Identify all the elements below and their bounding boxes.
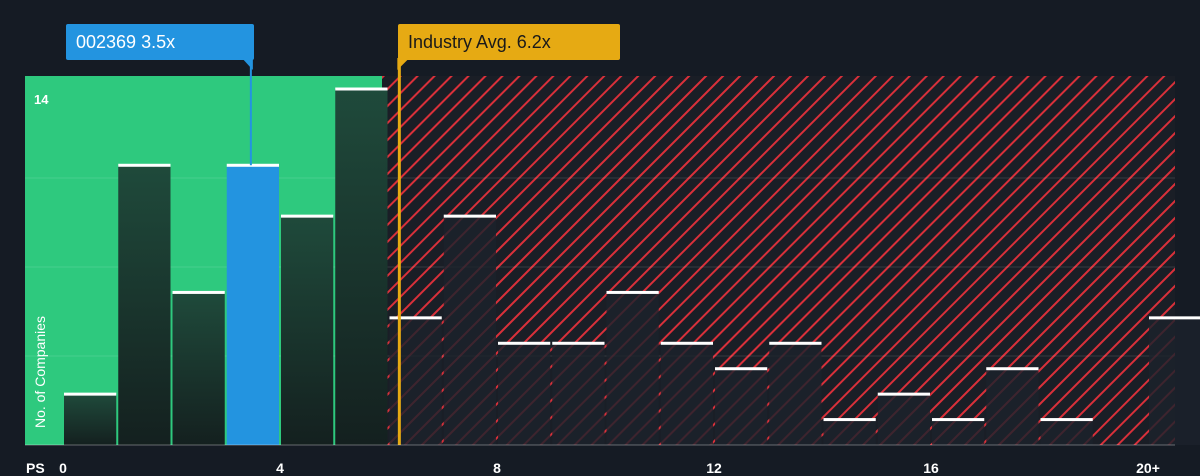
bar-cap-14 (823, 418, 876, 422)
bar-cap-8 (498, 341, 551, 345)
company-callout-pointer (241, 58, 253, 70)
bar-cap-0 (64, 392, 117, 396)
bar-cap-2 (172, 290, 225, 294)
bar-cap-20 (1149, 316, 1200, 320)
bar-cap-6 (389, 316, 442, 320)
bar-cap-16 (932, 418, 985, 422)
x-tick-20-plus: 20+ (1136, 460, 1160, 476)
bar-14 (823, 419, 876, 445)
bar-0 (64, 394, 117, 445)
x-tick-12: 12 (706, 460, 722, 476)
bar-cap-13 (769, 341, 822, 345)
bar-8 (498, 343, 551, 445)
bar-cap-4 (281, 214, 334, 218)
bar-cap-5 (335, 87, 388, 91)
bar-2 (172, 292, 225, 445)
bar-12 (715, 368, 768, 445)
bar-15 (877, 394, 930, 445)
bar-cap-3 (226, 163, 279, 167)
bar-cap-7 (443, 214, 496, 218)
bar-cap-12 (715, 367, 768, 371)
bar-7 (443, 216, 496, 445)
industry-avg-callout: Industry Avg. 6.2x (398, 24, 620, 60)
x-tick-4: 4 (276, 460, 284, 476)
bar-10 (606, 292, 659, 445)
industry-callout-pointer (397, 58, 410, 70)
bar-13 (769, 343, 822, 445)
bar-cap-10 (606, 290, 659, 294)
bar-cap-1 (118, 163, 171, 167)
x-tick-0: 0 (59, 460, 67, 476)
bar-11 (660, 343, 713, 445)
bar-5 (335, 89, 388, 445)
bar-16 (932, 419, 985, 445)
bar-cap-18 (1040, 418, 1093, 422)
bar-9 (552, 343, 605, 445)
bar-1 (118, 165, 171, 446)
company-ps-callout: 002369 3.5x (66, 24, 254, 60)
bar-cap-17 (986, 367, 1039, 371)
bar-17 (986, 368, 1039, 445)
x-axis-label: PS (26, 460, 45, 476)
bar-4 (281, 216, 334, 445)
bar-18 (1040, 419, 1093, 445)
bar-20 (1149, 317, 1200, 445)
bar-3 (226, 165, 279, 446)
y-axis-label: No. of Companies (32, 315, 48, 429)
bar-6 (389, 317, 442, 445)
y-tick-max: 14 (34, 92, 49, 107)
x-tick-8: 8 (493, 460, 501, 476)
bar-cap-9 (552, 341, 605, 345)
bar-cap-15 (877, 392, 930, 396)
x-tick-16: 16 (923, 460, 939, 476)
bar-cap-11 (660, 341, 713, 345)
